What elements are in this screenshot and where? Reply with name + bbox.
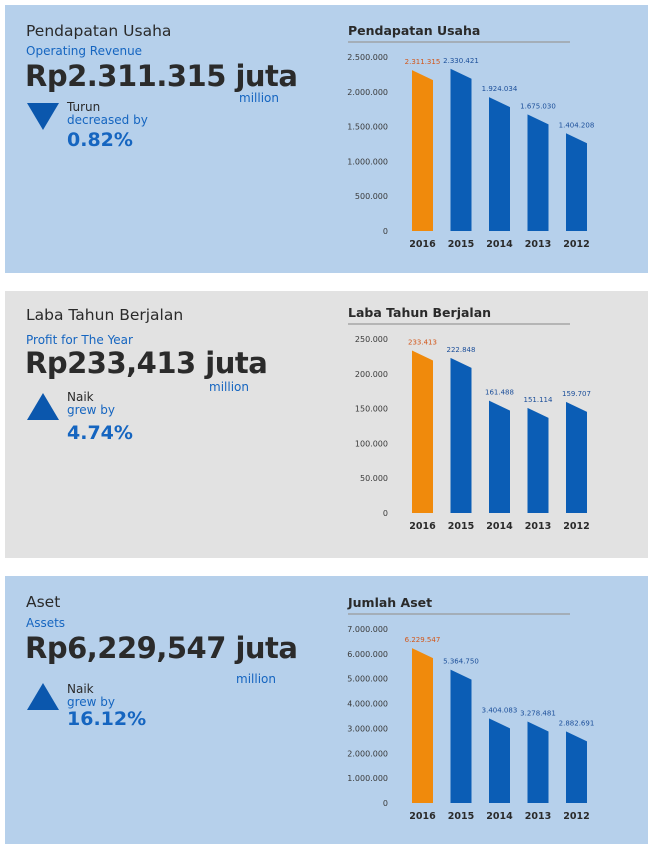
y-tick-label: 150.000 (355, 405, 388, 414)
data-label: 2.311.315 (405, 58, 441, 66)
y-tick-label: 7.000.000 (347, 625, 388, 634)
y-tick-label: 6.000.000 (347, 650, 388, 659)
amount-value: Rp6,229,547 juta (25, 631, 298, 665)
x-tick-label: 2016 (409, 239, 436, 250)
x-tick-label: 2012 (563, 811, 589, 822)
panel-title: Aset (26, 593, 61, 611)
x-tick-label: 2012 (563, 521, 589, 532)
bar (450, 68, 472, 231)
y-tick-label: 50.000 (360, 474, 388, 483)
x-tick-label: 2014 (486, 521, 513, 532)
bar (566, 401, 587, 513)
assets-panel: Aset Assets Rp6,229,547 juta million Nai… (5, 576, 648, 844)
x-tick-label: 2013 (525, 521, 551, 532)
y-tick-label: 0 (383, 509, 388, 518)
chart-title: Pendapatan Usaha (348, 23, 480, 38)
panel-subtitle: Operating Revenue (26, 44, 143, 58)
data-label: 159.707 (562, 390, 591, 398)
chart-title: Jumlah Aset (347, 595, 432, 610)
y-tick-label: 0 (383, 799, 388, 808)
panel-title: Laba Tahun Berjalan (26, 306, 184, 324)
y-tick-label: 5.000.000 (347, 675, 388, 684)
bar (412, 70, 433, 231)
x-tick-label: 2015 (448, 811, 474, 822)
y-tick-label: 2.000.000 (347, 88, 388, 97)
profit-chart: Laba Tahun Berjalan 0 50.000 100.000 150.000… (340, 299, 610, 549)
direction-label-en: grew by (67, 695, 116, 709)
y-tick-label: 1.000.000 (347, 157, 388, 166)
data-label: 2.882.691 (559, 719, 595, 727)
x-tick-label: 2015 (448, 239, 474, 250)
y-tick-label: 4.000.000 (347, 700, 388, 709)
y-tick-label: 250.000 (355, 335, 388, 344)
direction-label-en: decreased by (67, 113, 148, 127)
y-tick-label: 2.000.000 (347, 749, 388, 758)
x-tick-label: 2012 (563, 239, 589, 250)
y-tick-label: 500.000 (355, 192, 388, 201)
revenue-chart: Pendapatan Usaha 0 500.000 1.000.000 1.500.0… (340, 17, 610, 267)
chart-title: Laba Tahun Berjalan (348, 305, 491, 320)
x-tick-label: 2014 (486, 239, 513, 250)
y-tick-label: 100.000 (355, 439, 388, 448)
amount-value: Rp233,413 juta (25, 346, 268, 380)
panel-subtitle: Profit for The Year (26, 333, 133, 347)
y-tick-label: 2.500.000 (347, 53, 388, 62)
bar (489, 400, 510, 513)
bar (412, 648, 433, 803)
direction-label: Naik (67, 682, 94, 696)
direction-label: Turun (67, 100, 101, 114)
data-label: 6.229.547 (405, 636, 441, 644)
data-label: 151.114 (524, 396, 553, 404)
bar (566, 133, 587, 231)
data-label: 222.848 (447, 346, 476, 354)
data-label: 233.413 (408, 339, 437, 347)
amount-unit: million (236, 672, 276, 686)
arrow-up-icon (27, 393, 59, 420)
profit-panel: Laba Tahun Berjalan Profit for The Year … (5, 291, 648, 558)
y-tick-label: 200.000 (355, 370, 388, 379)
data-label: 1.924.034 (482, 85, 518, 93)
data-label: 5.364.750 (443, 658, 479, 666)
data-label: 161.488 (485, 389, 514, 397)
bar (450, 357, 472, 513)
y-tick-label: 1.000.000 (347, 774, 388, 783)
panel-subtitle: Assets (26, 616, 66, 630)
x-tick-label: 2014 (486, 811, 513, 822)
bar (489, 97, 510, 231)
arrow-down-icon (27, 103, 59, 130)
bar (450, 669, 472, 803)
amount-unit: million (209, 380, 249, 394)
arrow-up-icon (27, 683, 59, 710)
data-label: 1.404.208 (559, 121, 595, 129)
x-tick-label: 2015 (448, 521, 474, 532)
y-tick-label: 1.500.000 (347, 123, 388, 132)
revenue-panel: Pendapatan Usaha Operating Revenue Rp2.3… (5, 5, 648, 273)
change-percent: 16.12% (67, 708, 147, 730)
x-tick-label: 2013 (525, 239, 551, 250)
bar (412, 350, 433, 513)
bar (489, 718, 510, 803)
bar (527, 114, 549, 231)
assets-chart: Jumlah Aset 0 1.000.000 2.000.000 3.000.000 4… (340, 589, 610, 839)
x-tick-label: 2013 (525, 811, 551, 822)
amount-unit: million (239, 91, 279, 105)
bar (527, 407, 549, 513)
bar (527, 721, 549, 803)
change-percent: 4.74% (67, 422, 133, 444)
panel-title: Pendapatan Usaha (26, 22, 172, 40)
data-label: 3.404.083 (482, 706, 518, 714)
data-label: 2.330.421 (443, 57, 479, 65)
direction-label-en: grew by (67, 403, 116, 417)
amount-value: Rp2.311.315 juta (25, 59, 298, 93)
data-label: 1.675.030 (520, 102, 556, 110)
y-tick-label: 0 (383, 227, 388, 236)
x-tick-label: 2016 (409, 521, 436, 532)
y-tick-label: 3.000.000 (347, 724, 388, 733)
change-percent: 0.82% (67, 129, 133, 151)
bar (566, 731, 587, 803)
direction-label: Naik (67, 390, 94, 404)
data-label: 3.278.481 (520, 710, 556, 718)
x-tick-label: 2016 (409, 811, 436, 822)
